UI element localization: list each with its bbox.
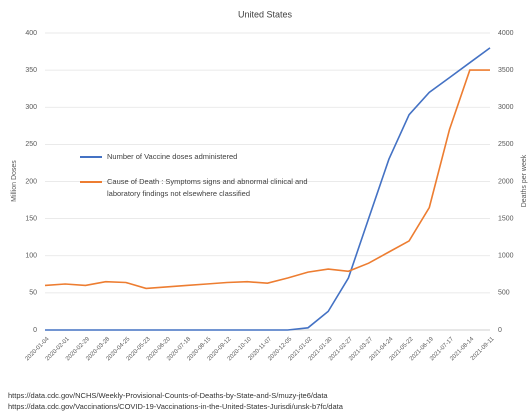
y-tick-label: 50: [29, 290, 37, 297]
legend-label: Number of Vaccine doses administered: [107, 152, 238, 161]
y2-tick-label: 0: [498, 327, 502, 334]
y2-tick-label: 3000: [498, 104, 514, 111]
chart-title: United States: [238, 9, 293, 19]
y2-tick-label: 2500: [498, 141, 514, 148]
chart: United States Million Doses Deaths per w…: [11, 9, 528, 362]
y-tick-label: 0: [33, 327, 37, 334]
y-tick-label: 150: [25, 215, 37, 222]
legend: Number of Vaccine doses administered Caus…: [80, 152, 370, 214]
y-tick-label: 100: [25, 253, 37, 260]
y-axis-label: Million Doses: [11, 160, 18, 202]
y2-tick-label: 1500: [498, 215, 514, 222]
legend-item: Cause of Death : Symptoms signs and abno…: [80, 177, 370, 200]
y2-tick-label: 500: [498, 290, 510, 297]
y2-tick-label: 4000: [498, 30, 514, 37]
legend-swatch: [80, 181, 102, 183]
y2-axis-label: Deaths per week: [521, 154, 528, 207]
y-tick-label: 300: [25, 104, 37, 111]
y-tick-label: 200: [25, 178, 37, 185]
sources: https://data.cdc.gov/NCHS/Weekly-Provisi…: [8, 390, 343, 412]
y-tick-label: 250: [25, 141, 37, 148]
legend-label: Cause of Death : Symptoms signs and abno…: [107, 177, 308, 198]
series-line: [45, 47, 491, 331]
y-tick-label: 400: [25, 30, 37, 37]
source-line: https://data.cdc.gov/NCHS/Weekly-Provisi…: [8, 391, 328, 400]
y2-tick-label: 3500: [498, 67, 514, 74]
y-tick-label: 350: [25, 67, 37, 74]
source-line: https://data.cdc.gov/Vaccinations/COVID-…: [8, 402, 343, 411]
y2-tick-label: 1000: [498, 253, 514, 260]
series-line: [44, 69, 490, 290]
legend-item: Number of Vaccine doses administered: [80, 152, 370, 163]
y2-tick-label: 2000: [498, 178, 514, 185]
legend-swatch: [80, 156, 102, 158]
